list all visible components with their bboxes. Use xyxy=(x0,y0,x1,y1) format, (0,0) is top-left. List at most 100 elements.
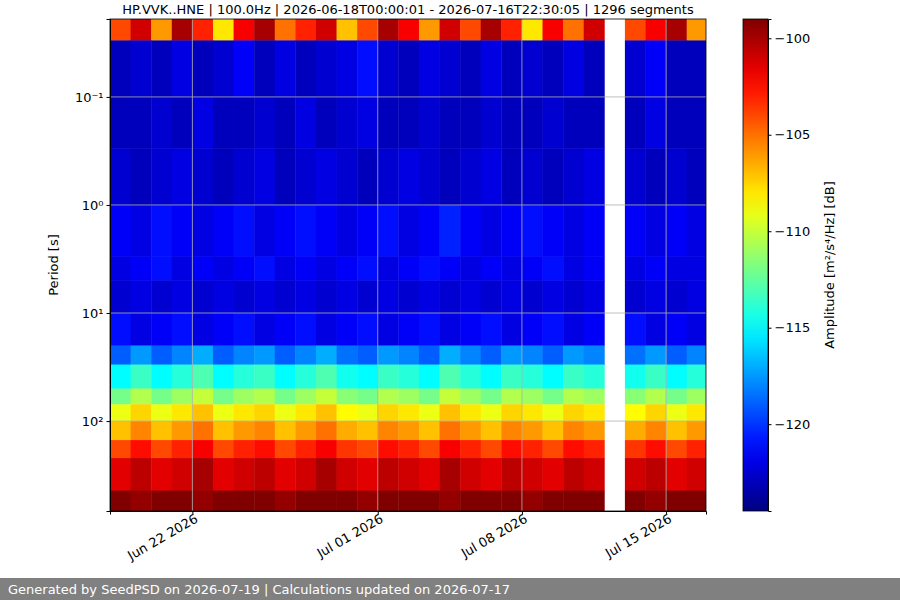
colorbar-tick: −100 xyxy=(768,31,810,46)
cell xyxy=(192,421,213,440)
cell xyxy=(213,389,234,405)
cell xyxy=(131,97,152,149)
cell xyxy=(419,365,440,389)
y-axis: 10⁻¹10⁰10¹10² xyxy=(75,20,111,512)
cell xyxy=(563,346,584,365)
cell xyxy=(337,346,358,365)
cell xyxy=(254,205,275,257)
cell xyxy=(563,365,584,389)
cell xyxy=(645,389,666,405)
cell xyxy=(563,440,584,458)
cell xyxy=(337,440,358,458)
cell xyxy=(460,40,481,97)
cell xyxy=(481,205,502,257)
cell xyxy=(440,365,461,389)
cell xyxy=(213,440,234,458)
cell xyxy=(687,313,706,346)
cell xyxy=(687,421,706,440)
cell xyxy=(481,19,502,41)
cell xyxy=(522,389,543,405)
background xyxy=(0,0,900,600)
cell xyxy=(378,280,399,313)
cell xyxy=(522,97,543,149)
cell xyxy=(337,313,358,346)
cell xyxy=(131,257,152,281)
cell xyxy=(275,346,296,365)
cell xyxy=(460,148,481,205)
cell xyxy=(543,280,564,313)
cell xyxy=(440,440,461,458)
cell xyxy=(275,40,296,97)
cell xyxy=(254,440,275,458)
cell xyxy=(131,458,152,491)
cell xyxy=(440,97,461,149)
cell xyxy=(295,148,316,205)
cell xyxy=(501,97,522,149)
cell xyxy=(213,257,234,281)
cell xyxy=(440,313,461,346)
cell xyxy=(440,458,461,491)
cell xyxy=(254,491,275,511)
cell xyxy=(481,346,502,365)
cell xyxy=(501,280,522,313)
cell xyxy=(254,40,275,97)
colorbar-tick-mark xyxy=(768,424,772,425)
cell xyxy=(687,257,706,281)
cell xyxy=(234,280,255,313)
colorbar-tick-label: −100 xyxy=(775,31,811,46)
cell xyxy=(213,313,234,346)
cell xyxy=(192,458,213,491)
cell xyxy=(172,40,193,97)
cell xyxy=(584,365,605,389)
cell xyxy=(419,458,440,491)
cell xyxy=(316,365,337,389)
cell xyxy=(666,440,687,458)
cell xyxy=(151,421,172,440)
cell xyxy=(398,491,419,511)
cell xyxy=(295,458,316,491)
cell xyxy=(584,280,605,313)
cell xyxy=(584,458,605,491)
cell xyxy=(254,346,275,365)
cell xyxy=(234,404,255,421)
cell xyxy=(501,40,522,97)
cell xyxy=(584,389,605,405)
cell xyxy=(172,205,193,257)
cell xyxy=(687,19,706,41)
cell xyxy=(378,313,399,346)
cell xyxy=(563,40,584,97)
cell xyxy=(192,404,213,421)
cell xyxy=(645,491,666,511)
cell xyxy=(666,389,687,405)
colorbar-axis: −100−105−110−115−120 xyxy=(768,20,810,512)
cell xyxy=(543,148,564,205)
cell xyxy=(625,458,646,491)
cell xyxy=(419,404,440,421)
cell xyxy=(172,97,193,149)
cell xyxy=(625,404,646,421)
cell xyxy=(234,257,255,281)
cell xyxy=(337,280,358,313)
cell xyxy=(192,19,213,41)
cell xyxy=(687,346,706,365)
cell xyxy=(625,40,646,97)
cell xyxy=(378,40,399,97)
cell xyxy=(584,313,605,346)
cell xyxy=(295,19,316,41)
cell xyxy=(357,313,378,346)
cell xyxy=(584,257,605,281)
cell xyxy=(584,97,605,149)
cell xyxy=(440,389,461,405)
y-tick-label: 10⁻¹ xyxy=(75,90,104,105)
cell xyxy=(357,491,378,511)
cell xyxy=(131,404,152,421)
cell xyxy=(563,313,584,346)
cell xyxy=(460,97,481,149)
cell xyxy=(398,404,419,421)
cell xyxy=(440,205,461,257)
cell xyxy=(357,257,378,281)
cell xyxy=(337,365,358,389)
cell xyxy=(440,491,461,511)
cell xyxy=(563,19,584,41)
cell xyxy=(213,97,234,149)
